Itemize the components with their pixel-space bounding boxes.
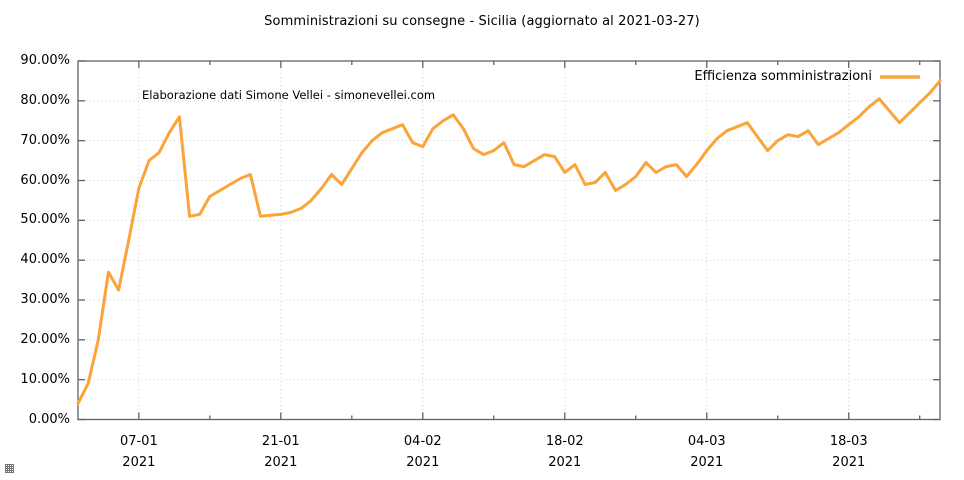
y-tick-label: 40.00% [20, 252, 70, 268]
y-tick-label: 90.00% [20, 53, 70, 68]
x-tick-year: 2021 [406, 455, 440, 470]
x-tick-label: 18-02 2021 [525, 431, 605, 473]
efficiency-line [76, 79, 942, 406]
x-tick-year: 2021 [832, 455, 866, 470]
x-tick-year: 2021 [548, 455, 582, 470]
y-tick-label: 30.00% [20, 292, 70, 307]
x-tick-year: 2021 [122, 455, 156, 470]
x-tick-date: 21-01 [261, 434, 300, 449]
grid-waffle-glyph [5, 464, 14, 473]
y-tick-label: 10.00% [20, 371, 70, 387]
y-tick-label: 50.00% [20, 212, 70, 228]
x-tick-year: 2021 [264, 455, 298, 470]
y-tick-label: 0.00% [28, 411, 70, 427]
x-tick-date: 18-02 [545, 434, 584, 449]
x-tick-label: 04-02 2021 [383, 431, 463, 473]
x-tick-date: 07-01 [119, 434, 158, 449]
legend-label: Efficienza somministrazioni [694, 69, 872, 84]
x-tick-label: 07-01 2021 [99, 431, 179, 473]
y-tick-label: 70.00% [20, 132, 70, 148]
x-tick-date: 04-02 [403, 434, 442, 449]
x-tick-year: 2021 [690, 455, 724, 470]
x-tick-date: 18-03 [829, 434, 868, 449]
y-tick-label: 80.00% [20, 92, 70, 108]
plot-border [77, 60, 941, 421]
chart-title: Somministrazioni su consegne - Sicilia (… [264, 14, 700, 29]
x-tick-date: 04-03 [687, 434, 726, 449]
x-tick-label: 04-03 2021 [667, 431, 747, 473]
y-tick-label: 60.00% [20, 172, 70, 188]
x-tick-label: 21-01 2021 [241, 431, 321, 473]
x-tick-label: 18-03 2021 [809, 431, 889, 473]
source-annotation: Elaborazione dati Simone Vellei - simone… [142, 88, 436, 102]
y-tick-label: 20.00% [20, 331, 70, 347]
